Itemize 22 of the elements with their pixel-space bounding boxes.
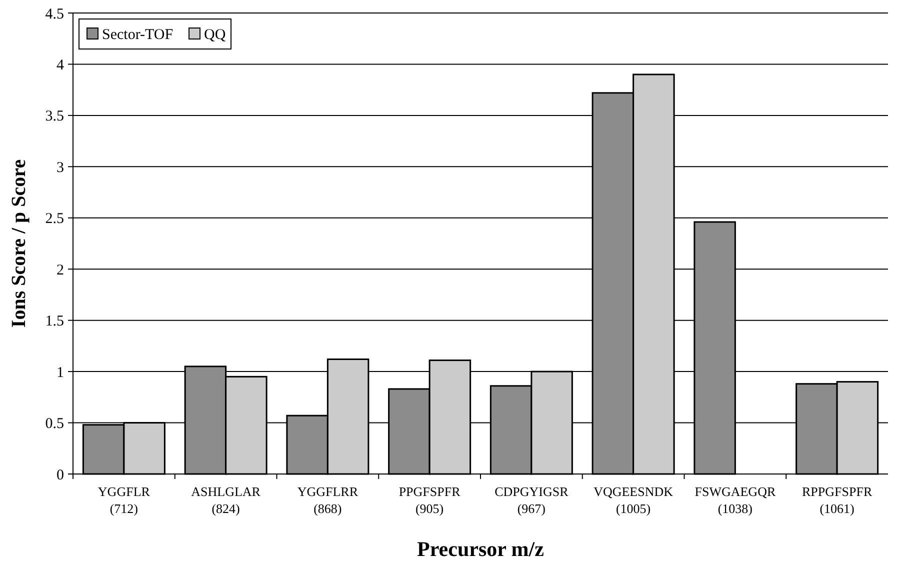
- y-tick-label: 4: [56, 57, 64, 74]
- x-tick-label: YGGFLRR (868): [297, 484, 358, 516]
- y-axis-title: Ions Score / p Score: [8, 159, 30, 328]
- y-tick-label: 2.5: [45, 211, 64, 228]
- y-tick-label: 1: [56, 364, 64, 381]
- x-tick-label: FSWGAEGQR (1038): [694, 484, 776, 516]
- legend-label: Sector-TOF: [102, 27, 174, 43]
- y-tick-label: 0: [56, 467, 64, 484]
- x-axis-title: Precursor m/z: [417, 537, 544, 561]
- y-tick-label: 3.5: [45, 108, 64, 125]
- x-tick-label: CDPGYIGSR (967): [494, 484, 569, 516]
- x-tick-label: YGGFLR (712): [98, 484, 150, 516]
- x-tick-label: ASHLGLAR (824): [191, 484, 261, 516]
- y-tick-label: 3: [56, 160, 64, 176]
- legend-label: QQ: [204, 27, 226, 43]
- y-tick-label: 4.5: [45, 6, 64, 22]
- y-tick-label: 0.5: [45, 416, 64, 432]
- x-tick-label: VQGEESNDK (1005): [594, 484, 674, 516]
- x-tick-label: RPPGFSPFR (1061): [802, 484, 872, 516]
- x-tick-label: PPGFSPFR (905): [398, 484, 461, 516]
- y-tick-label: 2: [56, 262, 64, 278]
- y-tick-label: 1.5: [45, 314, 64, 330]
